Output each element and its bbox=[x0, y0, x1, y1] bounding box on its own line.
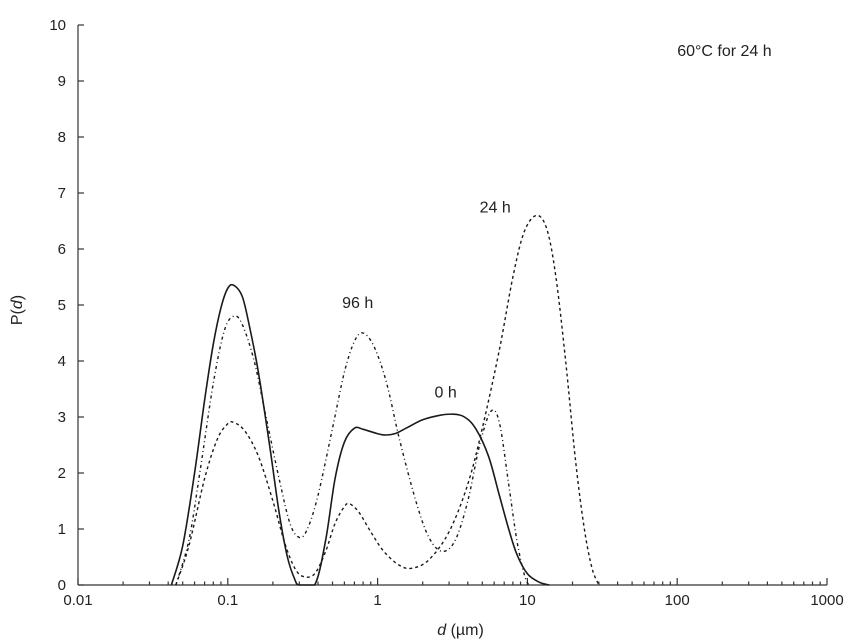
axis-titles: d (µm) P(d) bbox=[9, 295, 484, 639]
x-tick-label: 0.1 bbox=[217, 592, 238, 609]
y-tick-label: 3 bbox=[58, 409, 66, 426]
y-tick-label: 8 bbox=[58, 129, 66, 146]
series-0h-line bbox=[170, 283, 550, 586]
x-tick-label: 1 bbox=[373, 592, 381, 609]
series-24h-line bbox=[175, 214, 600, 586]
x-tick-label: 100 bbox=[665, 592, 690, 609]
annotations: 60°C for 24 h 24 h 96 h 0 h bbox=[342, 43, 771, 402]
annotation-label: 60°C for 24 h bbox=[677, 43, 771, 60]
y-tick-label: 4 bbox=[58, 353, 66, 370]
y-tick-label: 7 bbox=[58, 185, 66, 202]
y-tick-label: 9 bbox=[58, 73, 66, 90]
annotation-label: 0 h bbox=[435, 384, 457, 401]
y-tick-label: 10 bbox=[49, 17, 66, 34]
y-tick-label: 5 bbox=[58, 297, 66, 314]
y-tick-label: 0 bbox=[58, 577, 66, 594]
y-tick-label: 6 bbox=[58, 241, 66, 258]
x-tick-label: 0.01 bbox=[63, 592, 92, 609]
y-tick-label: 2 bbox=[58, 465, 66, 482]
y-tick-label: 1 bbox=[58, 521, 66, 538]
x-tick-label: 1000 bbox=[810, 592, 843, 609]
annotation-label: 96 h bbox=[342, 295, 373, 312]
annotation-label: 24 h bbox=[480, 200, 511, 217]
series-group bbox=[170, 214, 600, 586]
ticks: 0 1 2 3 4 5 6 7 8 9 10 0.01 0.1 1 10 100 1000 bbox=[49, 17, 843, 609]
x-tick-label: 10 bbox=[519, 592, 536, 609]
series-96h-line bbox=[175, 315, 530, 586]
y-axis-title: P(d) bbox=[9, 295, 26, 325]
x-axis-title: d (µm) bbox=[437, 622, 484, 639]
